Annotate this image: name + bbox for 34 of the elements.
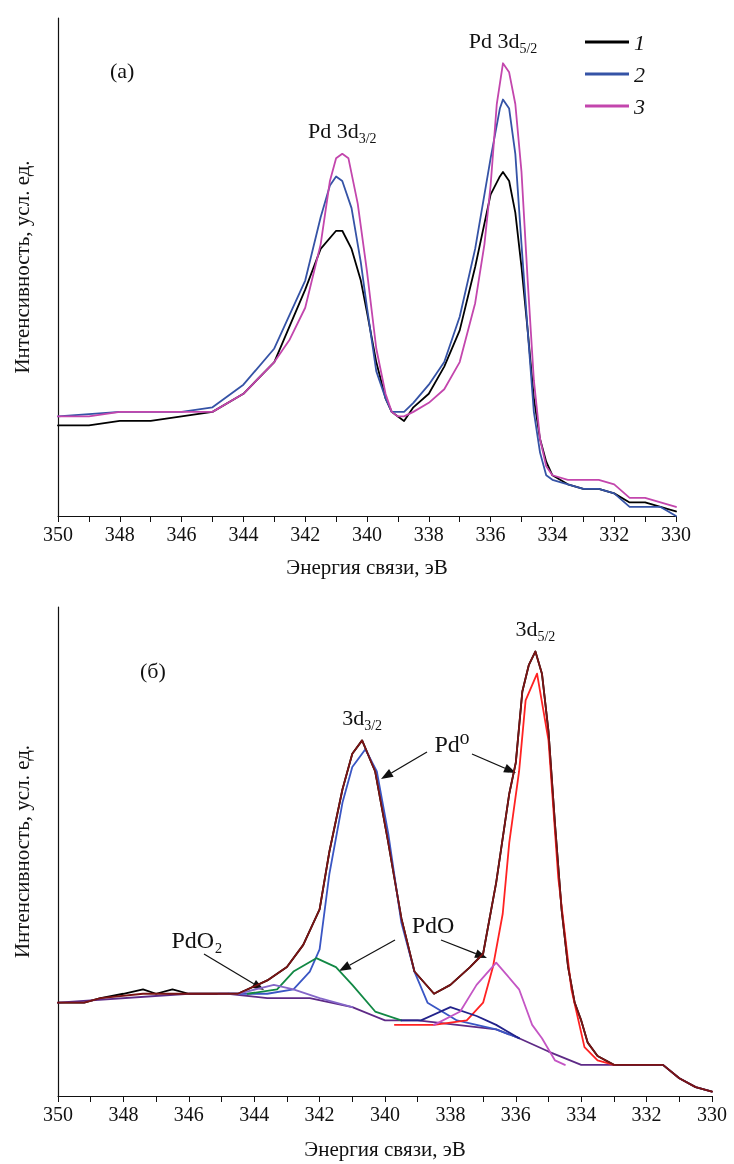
x-tick-label: 348: [104, 523, 135, 545]
x-tick-label: 350: [43, 1103, 73, 1125]
y-axis-title: Интенсивность, усл. ед.: [9, 160, 34, 374]
y-axis-title: Интенсивность, усл. ед.: [9, 744, 34, 959]
annotation: Pd⁰: [434, 731, 470, 757]
legend-label: 2: [634, 61, 645, 87]
x-tick-label: 338: [413, 523, 444, 545]
x-tick-label: 350: [43, 523, 73, 545]
legend-label: 3: [633, 93, 645, 119]
x-tick-label: 332: [631, 1103, 662, 1125]
x-tick-label: 334: [566, 1103, 597, 1125]
annotation: PdO: [411, 912, 455, 938]
x-tick-label: 334: [537, 523, 568, 545]
legend-label: 1: [634, 29, 645, 55]
x-axis-title: Энергия связи, эВ: [304, 1136, 466, 1161]
x-tick-label: 346: [173, 1103, 204, 1125]
x-tick-label: 340: [352, 523, 382, 545]
x-axis-title: Энергия связи, эВ: [286, 554, 448, 579]
annotation: PdO₂: [171, 927, 223, 953]
x-tick-label: 346: [166, 523, 197, 545]
x-tick-label: 332: [599, 523, 630, 545]
x-tick-label: 338: [435, 1103, 466, 1125]
x-tick-label: 336: [500, 1103, 531, 1125]
x-tick-label: 330: [697, 1103, 727, 1125]
x-tick-label: 342: [304, 1103, 335, 1125]
x-tick-label: 348: [108, 1103, 139, 1125]
x-tick-label: 344: [239, 1103, 270, 1125]
x-tick-label: 342: [290, 523, 321, 545]
annotation: (б): [140, 657, 166, 683]
x-tick-label: 344: [228, 523, 259, 545]
annotation: (а): [110, 57, 135, 83]
x-tick-label: 340: [370, 1103, 400, 1125]
x-tick-label: 336: [475, 523, 506, 545]
x-tick-label: 330: [661, 523, 691, 545]
